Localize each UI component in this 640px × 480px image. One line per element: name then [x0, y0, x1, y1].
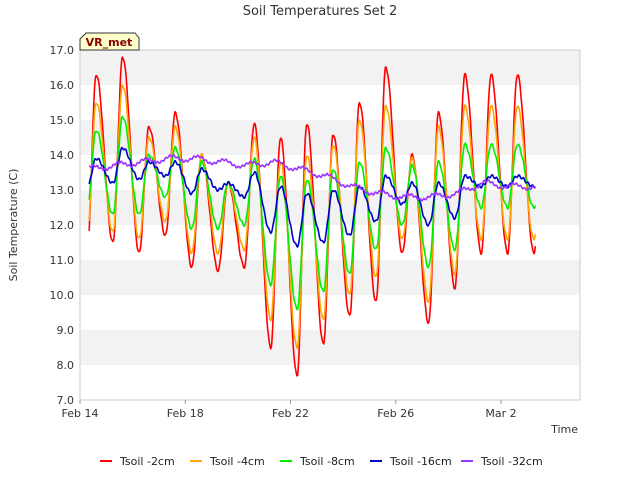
badge-label: VR_met — [86, 36, 133, 49]
x-tick-label: Feb 18 — [167, 407, 204, 420]
y-axis-label: Soil Temperature (C) — [7, 169, 20, 282]
legend-item: Tsoil -2cm — [100, 455, 175, 468]
plot-background — [80, 50, 580, 400]
plot-frame — [79, 49, 581, 401]
series-line-5 — [88, 154, 536, 202]
y-tick-label: 15.0 — [50, 114, 75, 127]
y-tick-label: 12.0 — [50, 219, 75, 232]
legend-item: Tsoil -16cm — [370, 455, 452, 468]
y-tick-label: 7.0 — [57, 394, 75, 407]
legend-label: Tsoil -8cm — [299, 455, 355, 468]
y-tick-label: 17.0 — [50, 44, 75, 57]
grid-band — [80, 330, 580, 365]
y-tick-label: 14.0 — [50, 149, 75, 162]
x-axis-label: Time — [550, 423, 578, 436]
y-tick-label: 9.0 — [57, 324, 75, 337]
legend-label: Tsoil -16cm — [389, 455, 452, 468]
y-tick-label: 16.0 — [50, 79, 75, 92]
grid-band — [80, 50, 580, 85]
series-group — [88, 56, 537, 377]
legend-label: Tsoil -2cm — [119, 455, 175, 468]
x-axis-ticks: Feb 14 Feb 18 Feb 22 Feb 26 Mar 2 — [62, 400, 517, 420]
x-tick-label: Mar 2 — [485, 407, 516, 420]
legend-label: Tsoil -4cm — [209, 455, 265, 468]
grid-band — [80, 365, 580, 400]
grid-band — [80, 295, 580, 330]
grid-band — [80, 260, 580, 295]
legend-item: Tsoil -4cm — [190, 455, 265, 468]
x-tick-label: Feb 22 — [272, 407, 309, 420]
x-tick-label: Feb 26 — [377, 407, 414, 420]
grid-band — [80, 120, 580, 155]
x-tick-label: Feb 14 — [62, 407, 99, 420]
y-tick-label: 11.0 — [50, 254, 75, 267]
legend-label: Tsoil -32cm — [480, 455, 543, 468]
legend-item: Tsoil -8cm — [280, 455, 355, 468]
station-badge: VR_met — [79, 32, 140, 51]
y-tick-label: 10.0 — [50, 289, 75, 302]
grid-band — [80, 85, 580, 120]
chart-title: Soil Temperatures Set 2 — [243, 4, 398, 19]
legend: Tsoil -2cm Tsoil -4cm Tsoil -8cm Tsoil -16c… — [100, 455, 543, 468]
y-axis-ticks: 7.0 8.0 9.0 10.0 11.0 12.0 13.0 14.0 15.0 16.0 17.… — [50, 44, 75, 407]
y-tick-label: 8.0 — [57, 359, 75, 372]
legend-item: Tsoil -32cm — [461, 455, 543, 468]
badge-box — [79, 32, 140, 51]
series-line-2 — [88, 84, 537, 349]
y-tick-label: 13.0 — [50, 184, 75, 197]
